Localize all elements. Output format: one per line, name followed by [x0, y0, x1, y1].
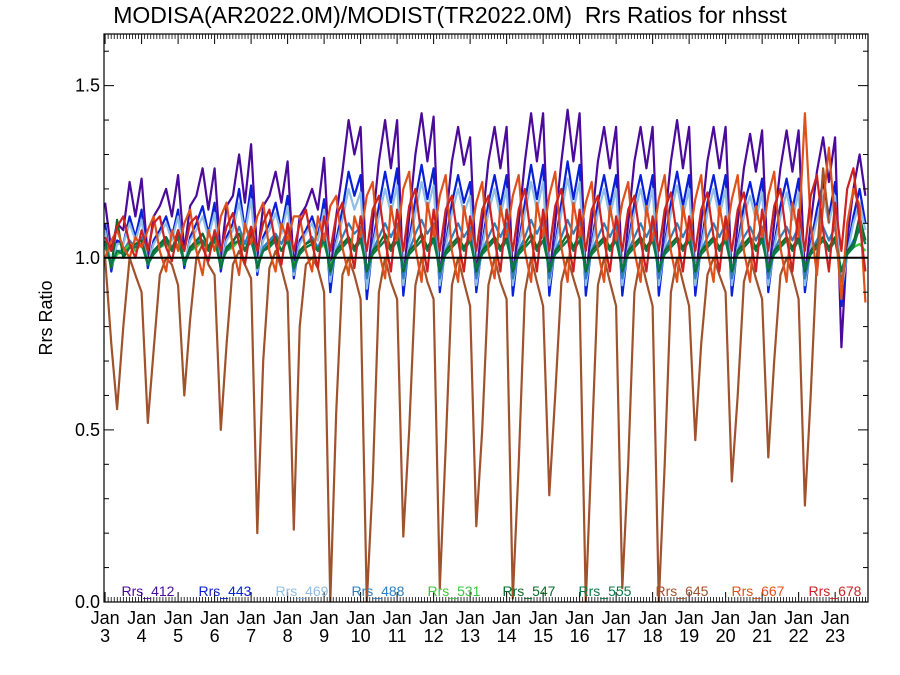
- x-tick-month-label: Jan: [602, 608, 631, 628]
- x-tick-year-label: 4: [137, 626, 147, 646]
- x-tick-year-label: 16: [570, 626, 590, 646]
- x-tick-month-label: Jan: [346, 608, 375, 628]
- legend-entry-rrs-667: Rrs_667: [732, 583, 785, 599]
- x-tick-month-label: Jan: [200, 608, 229, 628]
- legend-entry-rrs-443: Rrs_443: [199, 583, 252, 599]
- series-line-rrs-412: [104, 108, 867, 349]
- x-tick-year-label: 6: [210, 626, 220, 646]
- x-tick-year-label: 19: [679, 626, 699, 646]
- series-line-rrs-678: [104, 167, 867, 273]
- x-tick-month-label: Jan: [456, 608, 485, 628]
- y-axis-label: Rrs Ratio: [36, 280, 56, 355]
- x-tick-year-label: 21: [752, 626, 772, 646]
- y-tick-label: 0.5: [75, 420, 100, 440]
- series-lines: [104, 108, 867, 602]
- plot-border: [103, 33, 869, 603]
- y-tick-label: 1.0: [75, 248, 100, 268]
- x-tick-year-label: 8: [283, 626, 293, 646]
- x-tick-month-label: Jan: [748, 608, 777, 628]
- y-tick-label: 0.0: [75, 592, 100, 612]
- x-tick-year-label: 5: [173, 626, 183, 646]
- x-tick-month-label: Jan: [273, 608, 302, 628]
- x-tick-year-label: 22: [789, 626, 809, 646]
- legend: Rrs_412 Rrs_443 Rrs_469 Rrs_488 Rrs_531 Rrs_5…: [122, 583, 862, 599]
- x-tick-month-label: Jan: [127, 608, 156, 628]
- x-tick-year-label: 13: [460, 626, 480, 646]
- series-line-rrs-645: [104, 167, 830, 602]
- chart-title: MODISA(AR2022.0M)/MODIST(TR2022.0M) Rrs …: [113, 2, 787, 28]
- x-tick-year-label: 20: [716, 626, 736, 646]
- x-tick-year-label: 9: [319, 626, 329, 646]
- x-tick-month-label: Jan: [638, 608, 667, 628]
- x-tick-year-label: 7: [246, 626, 256, 646]
- x-tick-month-label: Jan: [91, 608, 120, 628]
- legend-entry-rrs-531: Rrs_531: [428, 583, 481, 599]
- x-tick-year-label: 12: [424, 626, 444, 646]
- plot-frame: 0.00.51.01.5Jan3Jan4Jan5Jan6Jan7Jan8Jan9…: [75, 33, 869, 646]
- x-tick-month-label: Jan: [711, 608, 740, 628]
- x-tick-month-label: Jan: [419, 608, 448, 628]
- x-tick-year-label: 17: [606, 626, 626, 646]
- x-tick-month-label: Jan: [529, 608, 558, 628]
- x-tick-month-label: Jan: [164, 608, 193, 628]
- x-tick-year-label: 14: [497, 626, 517, 646]
- x-tick-month-label: Jan: [821, 608, 850, 628]
- x-tick-month-label: Jan: [565, 608, 594, 628]
- legend-entry-rrs-469: Rrs_469: [276, 583, 329, 599]
- y-tick-label: 1.5: [75, 76, 100, 96]
- x-tick-year-label: 18: [643, 626, 663, 646]
- legend-entry-rrs-412: Rrs_412: [122, 583, 175, 599]
- x-tick-year-label: 3: [100, 626, 110, 646]
- x-tick-month-label: Jan: [492, 608, 521, 628]
- x-tick-month-label: Jan: [237, 608, 266, 628]
- x-tick-month-label: Jan: [310, 608, 339, 628]
- series-line-rrs-469: [104, 177, 867, 294]
- x-tick-year-label: 15: [533, 626, 553, 646]
- x-tick-month-label: Jan: [675, 608, 704, 628]
- x-tick-month-label: Jan: [383, 608, 412, 628]
- legend-entry-rrs-555: Rrs_555: [579, 583, 632, 599]
- x-tick-year-label: 10: [351, 626, 371, 646]
- x-tick-year-label: 11: [388, 626, 407, 646]
- x-tick-month-label: Jan: [784, 608, 813, 628]
- x-tick-year-label: 23: [825, 626, 845, 646]
- legend-entry-rrs-645: Rrs_645: [656, 583, 709, 599]
- legend-entry-rrs-678: Rrs_678: [809, 583, 862, 599]
- series-line-rrs-667: [104, 112, 867, 303]
- legend-entry-rrs-488: Rrs_488: [352, 583, 405, 599]
- legend-entry-rrs-547: Rrs_547: [503, 583, 556, 599]
